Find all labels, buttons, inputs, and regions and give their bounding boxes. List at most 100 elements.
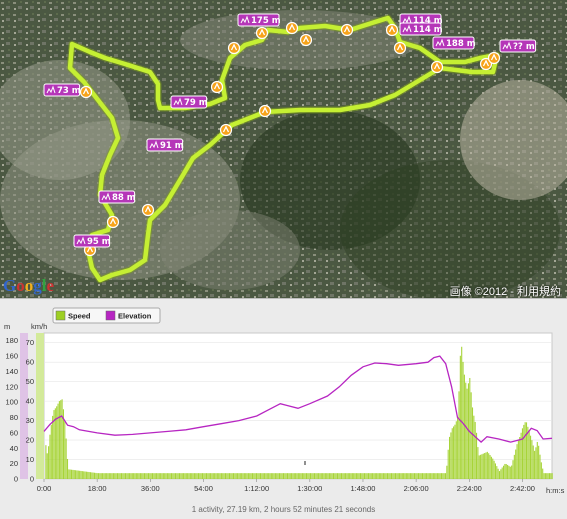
speed-bar bbox=[492, 458, 494, 479]
speed-bar bbox=[540, 462, 542, 479]
speed-bar bbox=[149, 473, 151, 479]
speed-bar bbox=[455, 421, 457, 479]
speed-bar bbox=[544, 473, 546, 479]
elevation-marker-label: 95 m bbox=[87, 237, 111, 247]
elevation-marker[interactable]: 188 m bbox=[432, 36, 476, 50]
direction-icon[interactable] bbox=[479, 57, 493, 71]
elevation-marker[interactable]: 88 m bbox=[98, 190, 136, 204]
speed-bar bbox=[474, 421, 476, 479]
direction-icon[interactable] bbox=[227, 41, 241, 55]
speed-tick-label: 20 bbox=[26, 436, 34, 445]
speed-bar bbox=[305, 473, 307, 479]
direction-icon[interactable] bbox=[79, 85, 93, 99]
speed-bar bbox=[443, 473, 445, 479]
speed-bar bbox=[328, 473, 330, 479]
speed-bar bbox=[520, 432, 522, 479]
speed-bar bbox=[239, 473, 241, 479]
speed-bar bbox=[254, 473, 256, 479]
speed-bar bbox=[466, 388, 468, 479]
speed-bar bbox=[223, 473, 225, 479]
speed-bar bbox=[374, 473, 376, 479]
speed-bar bbox=[477, 447, 479, 479]
speed-bar bbox=[258, 473, 260, 479]
speed-bar bbox=[432, 473, 434, 479]
speed-bar bbox=[434, 473, 436, 479]
time-tick-label: 54:00 bbox=[194, 484, 213, 493]
speed-bar bbox=[133, 473, 135, 479]
direction-icon[interactable] bbox=[210, 80, 224, 94]
elevation-unit: m bbox=[4, 322, 10, 331]
speed-elevation-chart: Speed Elevation 180160140120100806040200… bbox=[0, 299, 567, 505]
speed-bar bbox=[242, 473, 244, 479]
speed-bar bbox=[427, 473, 429, 479]
speed-bar bbox=[384, 473, 386, 479]
speed-bar bbox=[193, 473, 195, 479]
speed-bar bbox=[358, 473, 360, 479]
elevation-marker[interactable]: 114 m bbox=[399, 22, 443, 36]
speed-bar bbox=[169, 473, 171, 479]
speed-tick-label: 70 bbox=[26, 338, 34, 347]
elevation-marker[interactable]: ?? m bbox=[499, 39, 537, 53]
speed-bar bbox=[280, 473, 282, 479]
elevation-tick-label: 0 bbox=[14, 475, 18, 484]
elevation-tick-label: 40 bbox=[10, 444, 18, 453]
speed-bar bbox=[312, 473, 314, 479]
direction-icon[interactable] bbox=[255, 26, 269, 40]
time-tick-label: 36:00 bbox=[141, 484, 160, 493]
speed-bar bbox=[353, 473, 355, 479]
speed-bar bbox=[277, 473, 279, 479]
speed-bar bbox=[106, 473, 108, 479]
elevation-marker[interactable]: 95 m bbox=[73, 234, 111, 248]
direction-icon[interactable] bbox=[487, 51, 501, 65]
speed-bar bbox=[501, 467, 503, 479]
speed-tick-label: 40 bbox=[26, 397, 34, 406]
elevation-marker[interactable]: 175 m bbox=[237, 13, 281, 27]
speed-bar bbox=[508, 465, 510, 479]
speed-bar bbox=[462, 361, 464, 479]
direction-icon[interactable] bbox=[385, 23, 399, 37]
speed-bar bbox=[114, 473, 116, 479]
map-view[interactable]: 73 m 79 m 91 m 88 m 95 m 175 m 114 m 114 m 188 m… bbox=[0, 0, 567, 298]
elevation-marker[interactable]: 73 m bbox=[43, 83, 81, 97]
direction-icon[interactable] bbox=[219, 123, 233, 137]
direction-icon[interactable] bbox=[393, 41, 407, 55]
speed-bar bbox=[48, 446, 50, 479]
speed-bar bbox=[87, 471, 89, 479]
map-copyright[interactable]: 画像 ©2012 - 利用規約 bbox=[449, 286, 561, 298]
speed-bar bbox=[76, 470, 78, 479]
time-ticks: 0:00 18:00 36:00 54:00 1:12:00 1:30:00 1:48:00… bbox=[37, 479, 535, 493]
speed-bar bbox=[397, 473, 399, 479]
speed-bar bbox=[548, 473, 550, 479]
direction-icon[interactable] bbox=[285, 21, 299, 35]
speed-bar bbox=[323, 473, 325, 479]
speed-bar bbox=[89, 472, 91, 479]
legend-elevation-toggle[interactable]: Elevation bbox=[105, 310, 152, 321]
speed-bar bbox=[250, 473, 252, 479]
direction-icon[interactable] bbox=[106, 215, 120, 229]
legend-elevation-label: Elevation bbox=[118, 312, 152, 321]
speed-bar bbox=[177, 473, 179, 479]
speed-bar bbox=[538, 445, 540, 479]
speed-bar bbox=[91, 472, 93, 479]
speed-bar bbox=[342, 473, 344, 479]
speed-bar bbox=[332, 473, 334, 479]
speed-bar bbox=[245, 473, 247, 479]
speed-bar bbox=[322, 473, 324, 479]
direction-icon[interactable] bbox=[430, 60, 444, 74]
elevation-tick-label: 60 bbox=[10, 428, 18, 437]
elevation-scale-bar bbox=[20, 333, 28, 479]
direction-icon[interactable] bbox=[258, 104, 272, 118]
elevation-marker[interactable]: 91 m bbox=[146, 138, 184, 152]
speed-bar bbox=[450, 432, 452, 479]
elevation-marker[interactable]: 79 m bbox=[170, 95, 208, 109]
speed-bar bbox=[365, 473, 367, 479]
speed-bar bbox=[246, 473, 248, 479]
direction-icon[interactable] bbox=[141, 203, 155, 217]
speed-bar bbox=[350, 473, 352, 479]
speed-bar bbox=[123, 473, 125, 479]
speed-bar bbox=[110, 473, 112, 479]
direction-icon[interactable] bbox=[340, 23, 354, 37]
direction-icon[interactable] bbox=[299, 33, 313, 47]
legend-speed-toggle[interactable]: Speed bbox=[55, 310, 91, 321]
speed-bar bbox=[285, 473, 287, 479]
